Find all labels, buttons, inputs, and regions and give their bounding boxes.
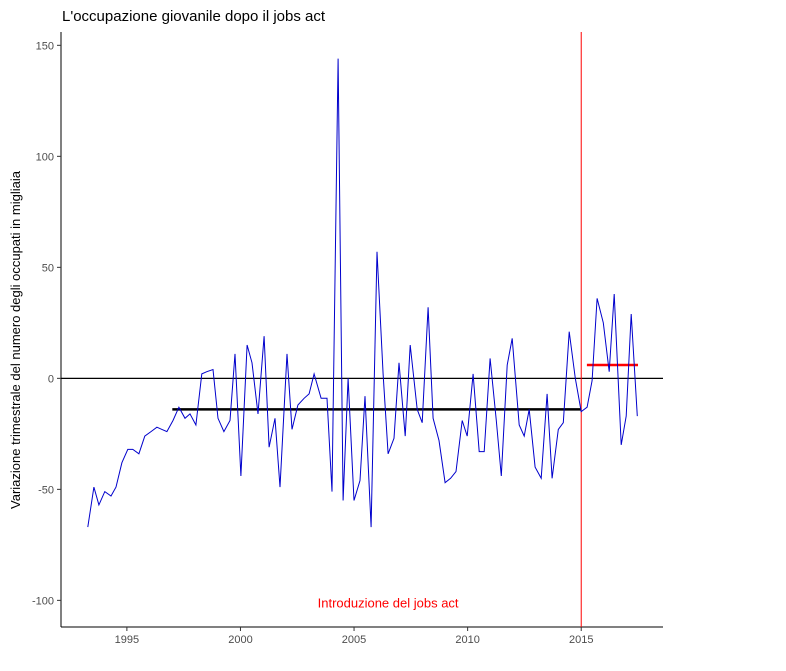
x-tick-label: 2015 (569, 634, 593, 646)
y-axis-label: Variazione trimestrale del numero degli … (8, 170, 23, 509)
y-tick-label: 50 (42, 262, 54, 274)
y-tick-label: 0 (48, 373, 54, 385)
y-tick-label: 100 (36, 151, 54, 163)
x-tick-label: 2010 (455, 634, 479, 646)
x-tick-label: 2000 (228, 634, 252, 646)
x-tick-label: 2005 (342, 634, 366, 646)
axes: -100 -50 0 50 100 150 1995 2000 2005 2010 2015 (32, 32, 663, 646)
series-line-variazione (87, 58, 638, 528)
chart-title: L'occupazione giovanile dopo il jobs act (62, 8, 326, 25)
series (87, 58, 638, 528)
x-tick-label: 1995 (115, 634, 139, 646)
annotation-jobs-act: Introduzione del jobs act (318, 596, 459, 611)
y-tick-label: 150 (36, 40, 54, 52)
y-tick-label: -100 (32, 595, 54, 607)
y-tick-label: -50 (38, 484, 54, 496)
reference-lines (61, 32, 663, 627)
